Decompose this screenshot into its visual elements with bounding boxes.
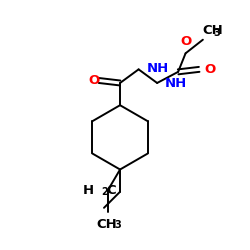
Text: C: C — [106, 184, 116, 197]
Text: NH: NH — [146, 62, 169, 75]
Text: 3: 3 — [214, 28, 220, 38]
Text: H: H — [83, 184, 94, 197]
Text: CH: CH — [203, 24, 224, 37]
Text: 2: 2 — [101, 187, 108, 197]
Text: O: O — [204, 63, 216, 76]
Text: O: O — [180, 35, 191, 48]
Text: NH: NH — [164, 77, 187, 90]
Text: 3: 3 — [114, 220, 121, 230]
Text: CH: CH — [96, 218, 117, 232]
Text: O: O — [88, 74, 99, 87]
